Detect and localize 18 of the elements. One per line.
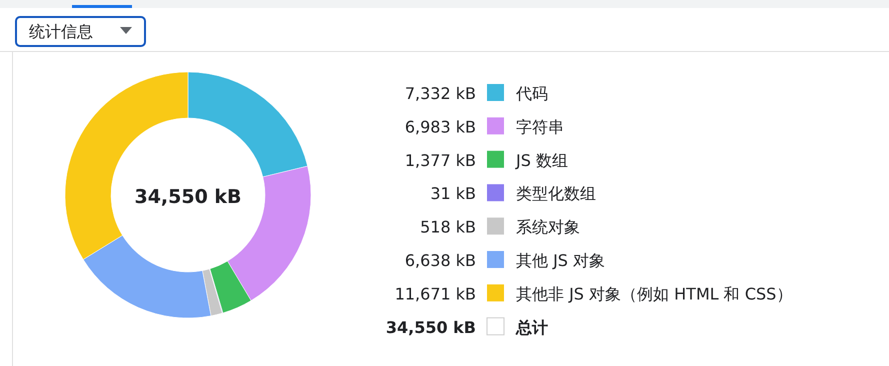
legend-label: 类型化数组 [516,184,596,204]
data-label: 7,332 kB [404,84,476,103]
text: 34,550 kB [386,318,476,337]
legend-label: 系统对象 [516,218,580,237]
data-label: 1,377 kB [404,150,476,170]
legend-label: 代码 [515,84,548,103]
chart-title: 统计信息 [29,22,93,41]
data-label: 31 kB [430,184,476,204]
legend-label: 字符串 [516,117,564,136]
legend-label: 其他 JS 对象 [516,251,606,270]
data-label: 518 kB [420,218,476,237]
legend-label: 其他非 JS 对象（例如 HTML 和 CSS） [516,284,792,304]
data-label: 6,638 kB [404,251,476,270]
legend-label: JS 数组 [515,150,568,170]
data-label: 11,671 kB [394,284,476,304]
text: 总计 [515,318,548,337]
data-label: 6,983 kB [404,117,476,136]
text: 34,550 kB [134,186,242,208]
